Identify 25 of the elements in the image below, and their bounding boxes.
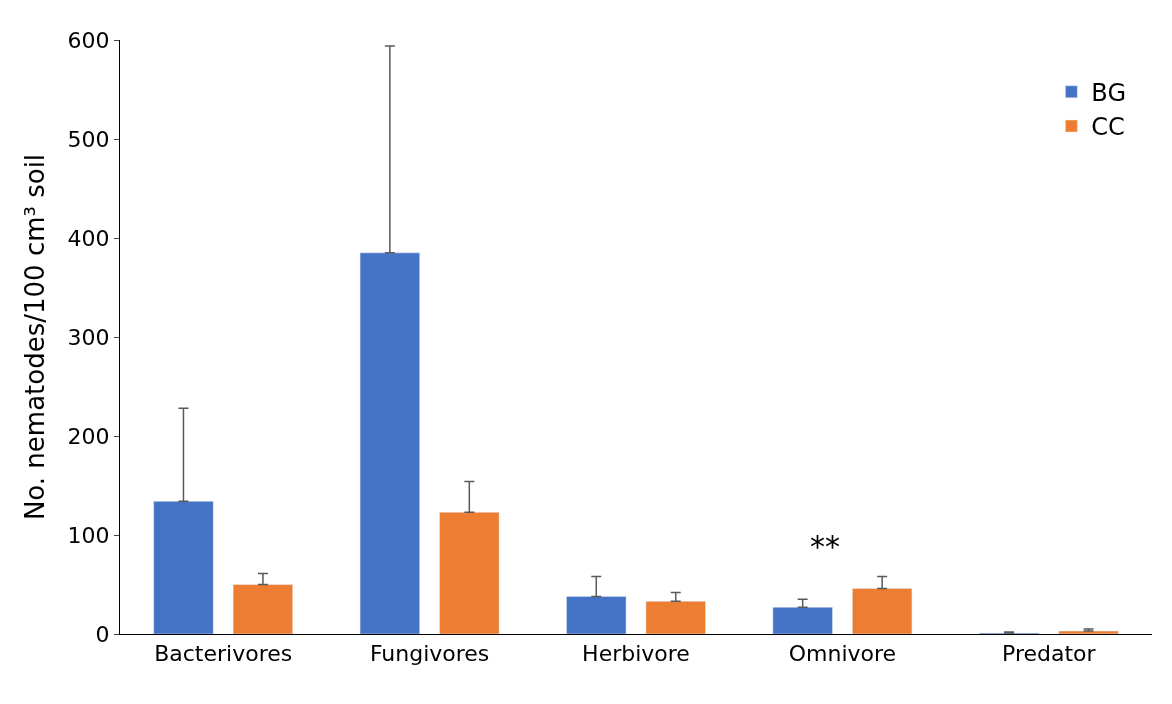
y-tick-label: 300: [67, 324, 110, 350]
bar: [439, 511, 500, 634]
bar: [1058, 630, 1119, 634]
bar: [566, 596, 627, 634]
y-tick-label: 500: [67, 126, 110, 152]
y-tick-label: 0: [95, 621, 110, 647]
x-tick-label: Omnivore: [788, 641, 897, 667]
x-tick-label: Herbivore: [582, 641, 690, 667]
bar: [232, 584, 293, 634]
x-tick-label: Fungivores: [369, 641, 490, 667]
y-axis-title: No. nematodes/100 cm³ soil: [20, 153, 50, 521]
bar: [772, 607, 833, 634]
bar: [645, 601, 706, 634]
legend-label: BG: [1091, 79, 1126, 108]
bar: [153, 501, 214, 634]
x-tick-label: Predator: [1002, 641, 1097, 667]
annotation: **: [810, 529, 840, 564]
y-tick-label: 100: [67, 522, 110, 548]
bar: [359, 252, 420, 634]
legend-label: CC: [1091, 113, 1125, 142]
y-tick-label: 600: [67, 27, 110, 53]
bar: [852, 588, 913, 634]
y-tick-label: 400: [67, 225, 110, 251]
x-tick-label: Bacterivores: [154, 641, 293, 667]
y-tick-label: 200: [67, 423, 110, 449]
